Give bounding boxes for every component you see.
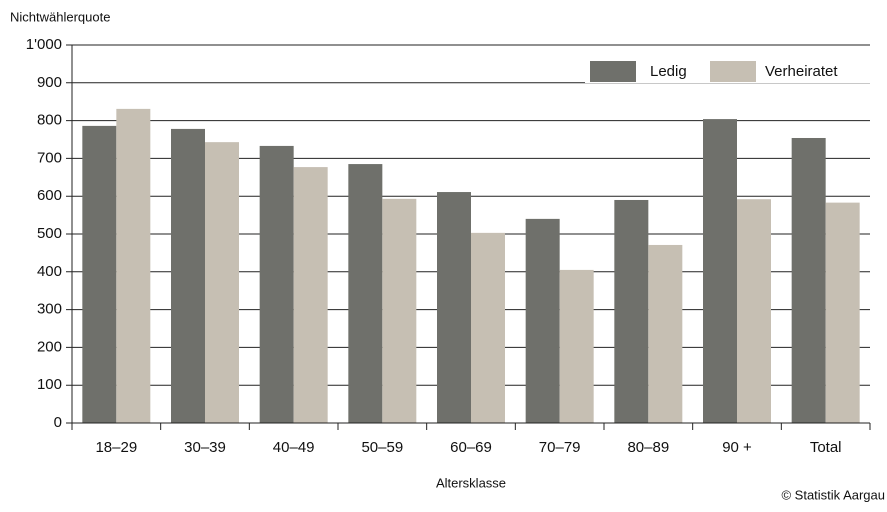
bar (703, 119, 737, 423)
y-tick-label: 0 (54, 414, 62, 431)
y-tick-label: 700 (37, 149, 62, 166)
legend-label: Ledig (650, 63, 687, 80)
bar (825, 202, 860, 423)
x-tick-label: 30–39 (184, 439, 226, 456)
bar (205, 142, 239, 423)
y-tick-label: 400 (37, 263, 62, 280)
bar (559, 269, 594, 423)
bar (259, 145, 294, 423)
bar (293, 167, 328, 423)
y-axis-label: Nichtwählerquote (10, 9, 110, 24)
y-tick-label: 100 (37, 376, 62, 393)
y-tick-label: 500 (37, 225, 62, 242)
legend-label: Verheiratet (765, 63, 838, 80)
legend-swatch (710, 61, 756, 82)
bar (791, 137, 826, 423)
x-tick-label: 90 + (722, 439, 752, 456)
bar (382, 198, 417, 423)
bar (116, 108, 151, 423)
bar (525, 218, 560, 423)
x-tick-label: 18–29 (95, 439, 137, 456)
bar (648, 244, 683, 423)
bar (171, 128, 205, 423)
y-tick-label: 800 (37, 112, 62, 129)
bar (614, 199, 649, 423)
x-tick-label: 70–79 (539, 439, 581, 456)
legend-swatch (590, 61, 636, 82)
x-tick-label: 80–89 (627, 439, 669, 456)
bar (471, 232, 505, 423)
bar (348, 164, 383, 423)
bar (737, 199, 771, 423)
x-tick-label: 50–59 (361, 439, 403, 456)
y-tick-label: 600 (37, 187, 62, 204)
y-tick-label: 900 (37, 74, 62, 91)
x-tick-label: Total (810, 439, 842, 456)
y-tick-label: 300 (37, 301, 62, 318)
x-axis-label: Altersklasse (436, 475, 506, 490)
x-tick-label: 60–69 (450, 439, 492, 456)
y-tick-label: 1'000 (26, 36, 62, 53)
source-note: © Statistik Aargau (781, 487, 885, 502)
y-tick-label: 200 (37, 338, 62, 355)
bar (82, 125, 117, 423)
x-tick-label: 40–49 (273, 439, 315, 456)
bar (437, 192, 471, 423)
